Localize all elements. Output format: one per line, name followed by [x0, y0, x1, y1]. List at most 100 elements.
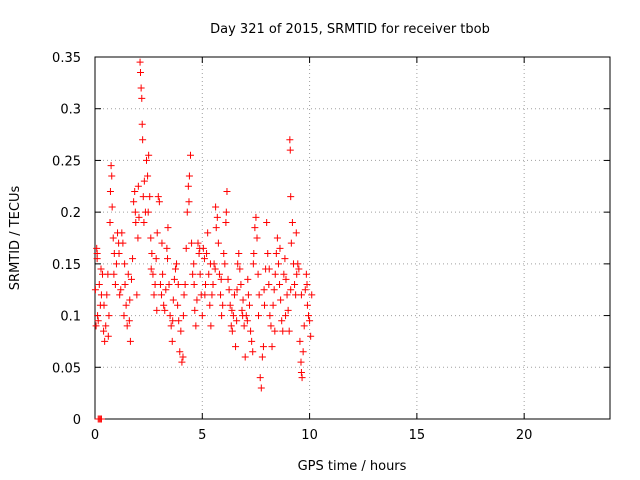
data-point: [101, 337, 109, 345]
data-point: [302, 270, 310, 278]
data-point: [144, 172, 152, 180]
data-point: [119, 239, 127, 247]
data-point: [301, 286, 309, 294]
data-point: [165, 281, 173, 289]
y-tick-label: 0.3: [60, 103, 81, 118]
data-point: [189, 270, 197, 278]
data-point: [207, 322, 215, 330]
data-point: [272, 250, 280, 258]
data-point: [293, 270, 301, 278]
data-point: [271, 327, 279, 335]
data-point: [186, 151, 194, 159]
data-point: [212, 203, 220, 211]
data-point: [287, 286, 295, 294]
data-point: [266, 312, 274, 320]
data-point: [226, 301, 234, 309]
data-point: [236, 265, 244, 273]
chart-title: Day 321 of 2015, SRMTID for receiver tbo…: [210, 22, 490, 37]
data-point: [117, 286, 125, 294]
x-axis-title: GPS time / hours: [298, 459, 407, 474]
data-point: [173, 260, 181, 268]
data-point: [94, 317, 102, 325]
data-point: [247, 327, 255, 335]
data-point: [264, 250, 272, 258]
data-point: [158, 239, 166, 247]
data-point: [258, 353, 266, 361]
data-point: [253, 234, 261, 242]
data-point: [180, 291, 188, 299]
data-point: [228, 306, 236, 314]
data-point: [298, 374, 306, 382]
data-point: [288, 218, 296, 226]
data-point: [305, 312, 313, 320]
data-point: [255, 312, 263, 320]
data-point: [185, 198, 193, 206]
data-point: [175, 317, 183, 325]
data-point: [170, 275, 178, 283]
data-point: [211, 265, 219, 273]
data-point: [257, 384, 265, 392]
data-point: [213, 213, 221, 221]
data-point: [195, 250, 203, 258]
data-point: [229, 312, 237, 320]
data-point: [137, 84, 145, 92]
data-point: [299, 348, 307, 356]
y-tick-label: 0.1: [60, 310, 81, 325]
data-point: [287, 193, 295, 201]
data-point: [273, 234, 281, 242]
data-point: [235, 250, 243, 258]
data-point: [191, 306, 199, 314]
data-point: [190, 260, 198, 268]
data-point: [286, 146, 294, 154]
data-point: [215, 270, 223, 278]
data-point: [295, 265, 303, 273]
x-tick-label: 0: [91, 428, 99, 443]
data-point: [134, 234, 142, 242]
data-point: [183, 208, 191, 216]
data-point: [132, 218, 140, 226]
data-point: [196, 244, 204, 252]
data-point: [139, 136, 147, 144]
data-point: [243, 317, 251, 325]
data-point: [239, 312, 247, 320]
data-point: [271, 270, 279, 278]
data-point: [217, 291, 225, 299]
data-point: [218, 312, 226, 320]
y-tick-label: 0.05: [52, 361, 81, 376]
data-point: [265, 281, 273, 289]
y-tick-label: 0: [73, 413, 81, 428]
data-point: [190, 281, 198, 289]
data-point: [102, 322, 110, 330]
data-point: [178, 358, 186, 366]
data-point: [105, 312, 113, 320]
data-point: [300, 322, 308, 330]
data-point: [116, 291, 124, 299]
data-point: [91, 286, 99, 294]
data-point: [154, 193, 162, 201]
data-point: [106, 218, 114, 226]
data-point: [232, 343, 240, 351]
data-point: [255, 291, 263, 299]
data-point: [156, 281, 164, 289]
data-point: [177, 327, 185, 335]
data-point: [129, 255, 137, 263]
data-point: [234, 260, 242, 268]
data-point: [93, 250, 101, 258]
data-point: [133, 291, 141, 299]
data-point: [283, 291, 291, 299]
data-point: [136, 58, 144, 66]
data-point: [244, 275, 252, 283]
data-point: [140, 218, 148, 226]
data-point: [130, 198, 138, 206]
data-point: [270, 286, 278, 294]
data-point: [144, 208, 152, 216]
data-point: [153, 306, 161, 314]
data-point: [297, 368, 305, 376]
data-point: [219, 301, 227, 309]
data-point: [97, 265, 105, 273]
data-point: [285, 327, 293, 335]
data-point: [238, 306, 246, 314]
y-tick-label: 0.15: [52, 258, 81, 273]
data-point: [206, 301, 214, 309]
